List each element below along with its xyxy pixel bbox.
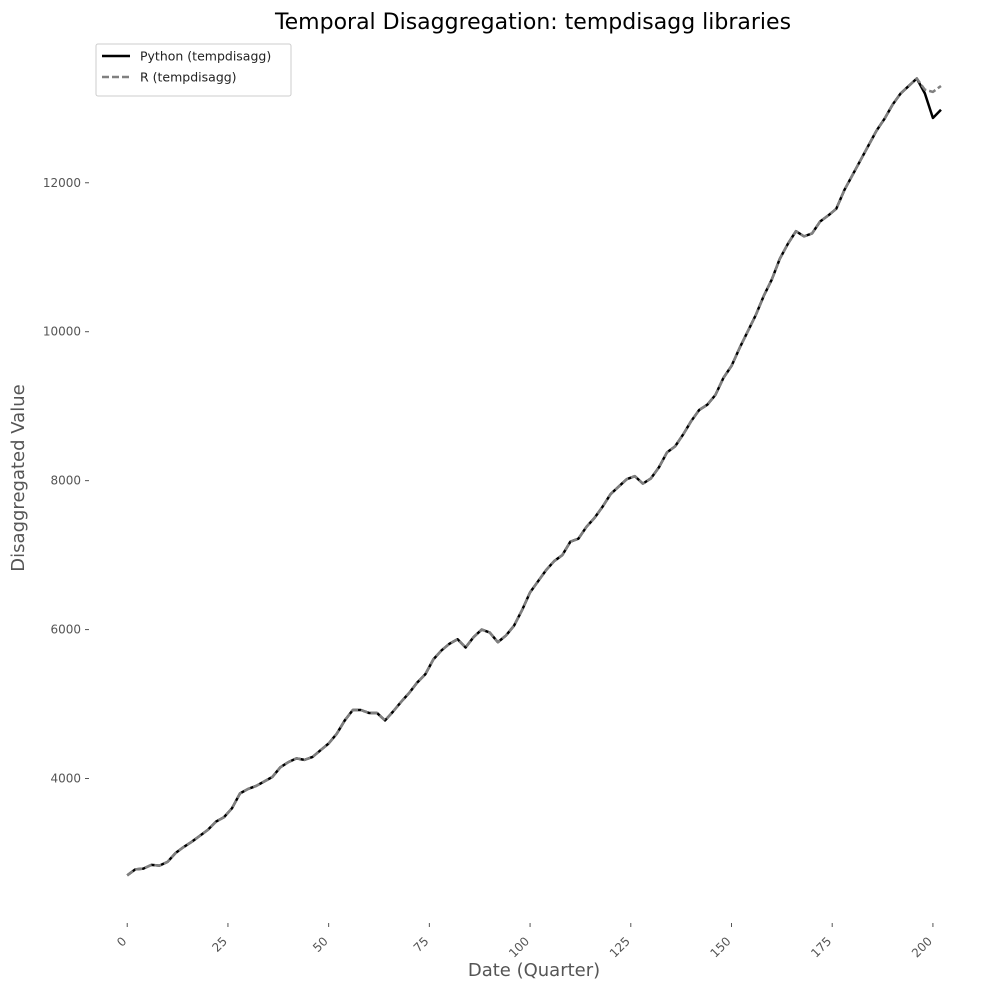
legend-label: R (tempdisagg) [140,70,237,85]
y-tick-label: 12000 [43,176,81,190]
x-axis-label: Date (Quarter) [468,960,600,981]
y-axis-label: Disaggregated Value [8,384,29,571]
legend-label: Python (tempdisagg) [140,49,271,64]
x-tick-label: 150 [708,934,734,960]
x-tick-label: 200 [909,934,935,960]
legend: Python (tempdisagg) R (tempdisagg) [95,43,292,97]
x-tick-label: 100 [506,934,532,960]
y-tick-label: 10000 [43,325,81,339]
x-tick-label: 75 [411,934,432,955]
data-line [126,77,942,877]
y-tick-label: 8000 [50,474,81,488]
chart-title: Temporal Disaggregation: tempdisagg libr… [274,10,791,35]
x-tick-label: 175 [808,934,834,960]
y-tick-label: 4000 [50,772,81,786]
legend-box [95,43,292,97]
x-tick-label: 0 [114,934,129,949]
x-tick-label: 25 [209,934,230,955]
x-tick-label: 125 [607,934,633,960]
x-tick-label: 50 [310,934,331,955]
y-tick-label: 6000 [50,623,81,637]
data-line [126,77,942,877]
